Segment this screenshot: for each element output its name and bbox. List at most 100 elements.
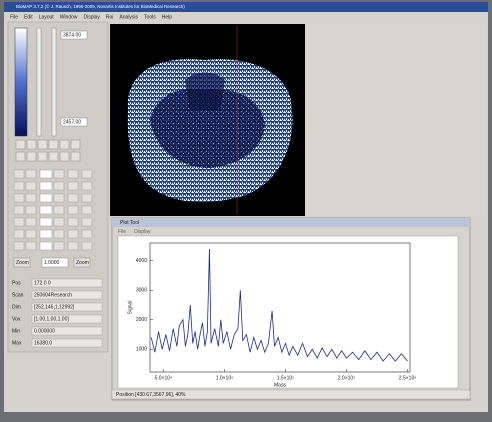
button[interactable]	[26, 230, 36, 238]
button[interactable]	[26, 170, 36, 178]
button[interactable]	[54, 170, 64, 178]
button[interactable]	[68, 230, 78, 238]
info-value: 172 0 0	[34, 280, 51, 286]
menu-item[interactable]: Help	[162, 14, 173, 20]
icon-button[interactable]	[38, 140, 47, 149]
button[interactable]	[82, 206, 92, 214]
button[interactable]	[68, 242, 78, 250]
y-axis-label: Signal	[127, 301, 133, 315]
info-label: Vox	[12, 316, 21, 322]
text-field[interactable]	[40, 230, 52, 238]
max-field: 3874.00	[63, 32, 81, 38]
button[interactable]	[54, 230, 64, 238]
icon-button[interactable]	[71, 152, 80, 161]
text-field[interactable]	[40, 194, 52, 202]
button[interactable]	[14, 230, 24, 238]
button[interactable]	[26, 194, 36, 202]
text-field[interactable]	[40, 218, 52, 226]
menu-item[interactable]: Tools	[144, 14, 156, 20]
zoom-field: 1.0000	[44, 260, 60, 266]
button[interactable]	[82, 230, 92, 238]
icon-button[interactable]	[71, 140, 80, 149]
button[interactable]	[82, 218, 92, 226]
button[interactable]	[54, 194, 64, 202]
icon-button[interactable]	[16, 152, 25, 161]
text-field[interactable]	[40, 242, 52, 250]
info-value: [252,146,1,12992]	[34, 304, 75, 310]
button[interactable]	[26, 242, 36, 250]
zoom-button[interactable]: Zoom	[76, 260, 89, 266]
button[interactable]	[54, 218, 64, 226]
x-tick-label: 1.0×10⁵	[216, 375, 234, 381]
min-field: 2457.00	[63, 119, 81, 125]
button[interactable]	[82, 194, 92, 202]
button[interactable]	[82, 242, 92, 250]
menu-item[interactable]: File	[10, 14, 18, 20]
icon-button[interactable]	[49, 140, 58, 149]
info-value: 0.000000	[34, 328, 55, 334]
button[interactable]	[26, 182, 36, 190]
y-tick-label: 4000	[136, 258, 147, 264]
button[interactable]	[26, 206, 36, 214]
button[interactable]	[68, 170, 78, 178]
x-tick-label: 5.0×10⁴	[155, 375, 173, 381]
x-tick-label: 1.5×10⁵	[277, 375, 295, 381]
text-field[interactable]	[40, 206, 52, 214]
button[interactable]	[14, 218, 24, 226]
button[interactable]	[14, 242, 24, 250]
y-tick-label: 3000	[136, 288, 147, 294]
menu-item[interactable]: Window	[60, 14, 78, 20]
x-axis-label: Mass	[274, 382, 286, 388]
info-label: Min	[12, 328, 20, 334]
menu-item[interactable]: Display	[84, 14, 101, 20]
workspace	[305, 24, 485, 216]
plot-title-bar	[112, 218, 470, 227]
button[interactable]	[54, 206, 64, 214]
plot-window-title: Plot Tool	[120, 220, 139, 226]
info-value: 16380.0	[34, 340, 52, 346]
plot-menu: File Display	[118, 229, 151, 235]
window-title: BioMAP 3.7.2 (© J. Rausch, 1996-2005, No…	[16, 3, 185, 9]
zoom-button[interactable]: Zoom	[16, 260, 29, 266]
icon-button[interactable]	[27, 140, 36, 149]
button[interactable]	[82, 182, 92, 190]
icon-button[interactable]	[60, 140, 69, 149]
button[interactable]	[82, 170, 92, 178]
info-label: Scan	[12, 292, 24, 298]
info-label: Max	[12, 340, 22, 346]
slider[interactable]	[37, 28, 41, 136]
info-value: [1.00,1.00,1.00]	[34, 316, 69, 322]
colorbar	[15, 28, 27, 136]
icon-button[interactable]	[16, 140, 25, 149]
button[interactable]	[68, 218, 78, 226]
icon-button[interactable]	[27, 152, 36, 161]
button[interactable]	[54, 242, 64, 250]
icon-button[interactable]	[60, 152, 69, 161]
text-field[interactable]	[40, 182, 52, 190]
button[interactable]	[54, 182, 64, 190]
text-field[interactable]	[40, 170, 52, 178]
button[interactable]	[14, 194, 24, 202]
button[interactable]	[68, 182, 78, 190]
menu-item[interactable]: Display	[134, 229, 151, 235]
menu-item[interactable]: Analysis	[119, 14, 138, 20]
menu-item[interactable]: Layout	[39, 14, 55, 20]
x-tick-label: 2.0×10⁵	[338, 375, 356, 381]
button[interactable]	[14, 170, 24, 178]
button[interactable]	[68, 194, 78, 202]
menu-item[interactable]: Edit	[24, 14, 33, 20]
button[interactable]	[68, 206, 78, 214]
status-text: Position [430.67,3567.96], 40%	[116, 392, 186, 398]
icon-button[interactable]	[49, 152, 58, 161]
button[interactable]	[14, 182, 24, 190]
button[interactable]	[26, 218, 36, 226]
y-tick-label: 1000	[136, 347, 147, 353]
menu-item[interactable]: File	[118, 229, 126, 235]
slider[interactable]	[52, 28, 56, 136]
page: BioMAP 3.7.2 (© J. Rausch, 1996-2005, No…	[0, 0, 492, 417]
y-tick-label: 2000	[136, 317, 147, 323]
menu-item[interactable]: Roi	[106, 14, 114, 20]
button[interactable]	[14, 206, 24, 214]
info-label: Pos	[12, 280, 21, 286]
icon-button[interactable]	[38, 152, 47, 161]
